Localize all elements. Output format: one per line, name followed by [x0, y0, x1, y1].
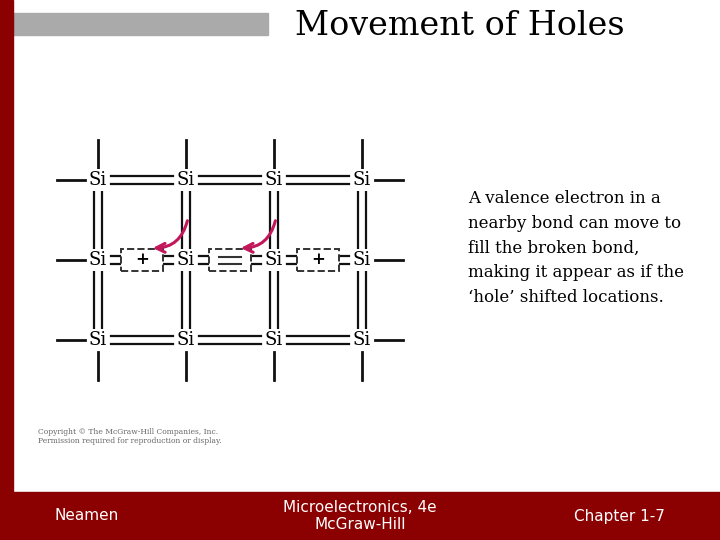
Text: Microelectronics, 4e
McGraw-Hill: Microelectronics, 4e McGraw-Hill	[283, 500, 437, 532]
Text: Si: Si	[353, 251, 371, 269]
Text: Si: Si	[89, 251, 107, 269]
Text: A valence electron in a
nearby bond can move to
fill the broken bond,
making it : A valence electron in a nearby bond can …	[468, 190, 684, 306]
Bar	[13, 492, 720, 540]
FancyArrowPatch shape	[244, 221, 275, 252]
Text: Si: Si	[177, 171, 195, 189]
Text: Si: Si	[177, 251, 195, 269]
Text: +: +	[135, 252, 149, 268]
FancyArrowPatch shape	[156, 221, 187, 252]
Text: Si: Si	[265, 251, 283, 269]
Text: Copyright © The McGraw-Hill Companies, Inc.
Permission required for reproduction: Copyright © The McGraw-Hill Companies, I…	[38, 428, 222, 445]
Bar	[13, 13, 268, 35]
Text: Si: Si	[89, 331, 107, 349]
Text: Si: Si	[265, 171, 283, 189]
Text: Si: Si	[177, 331, 195, 349]
FancyBboxPatch shape	[209, 249, 251, 271]
Text: Si: Si	[265, 331, 283, 349]
FancyBboxPatch shape	[297, 249, 339, 271]
Text: Movement of Holes: Movement of Holes	[295, 10, 625, 42]
FancyBboxPatch shape	[121, 249, 163, 271]
Text: Chapter 1-7: Chapter 1-7	[574, 509, 665, 523]
Bar	[0, 0, 13, 540]
Text: Neamen: Neamen	[55, 509, 120, 523]
Text: Si: Si	[353, 331, 371, 349]
Text: Si: Si	[353, 171, 371, 189]
Text: +: +	[311, 252, 325, 268]
Text: Si: Si	[89, 171, 107, 189]
